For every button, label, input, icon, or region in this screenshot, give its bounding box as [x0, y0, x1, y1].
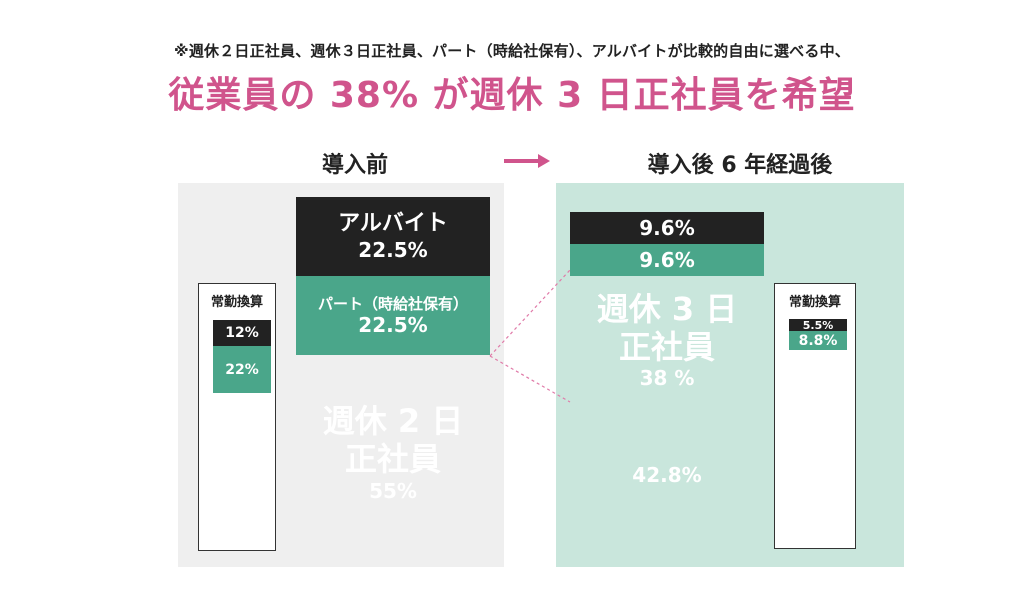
arrow-right-icon: [504, 154, 550, 168]
bar-segment-three_day: 35%: [789, 350, 847, 426]
segment-label: アルバイト: [338, 211, 448, 237]
segment-value: 9.6%: [639, 216, 695, 241]
segment-label-line: 週休 3 日: [596, 289, 738, 328]
segment-value: 12%: [225, 324, 259, 341]
bar-segment-part: 9.6%: [570, 244, 764, 277]
segment-value: 35%: [801, 380, 835, 397]
after-heading: 導入後 6 年経過後: [647, 153, 833, 178]
bar-segment-baito: 5.5%: [789, 319, 847, 332]
bar-segment-part: パート（時給社保有） 22.5%: [296, 276, 490, 356]
segment-value: 22%: [225, 361, 259, 378]
segment-value: 50%: [801, 473, 835, 490]
chart-title: 従業員の 38% が週休 3 日正社員を希望: [168, 75, 856, 116]
before-fte-label: 常勤換算: [210, 295, 263, 310]
segment-value: 55%: [369, 478, 417, 503]
segment-label-line: 正社員: [344, 440, 441, 479]
segment-value: 22.5%: [358, 237, 428, 262]
bar-segment-two_day: 週休 2 日正社員 55%: [296, 355, 490, 549]
bar-segment-part: 22%: [213, 345, 271, 394]
segment-value: 42.8%: [632, 463, 702, 488]
bar-segment-two_day: 66%: [213, 393, 271, 536]
bar-segment-three_day: 週休 3 日正社員 38 %: [570, 276, 764, 403]
bar-segment-part: 8.8%: [789, 331, 847, 351]
after-fte-label: 常勤換算: [788, 295, 841, 310]
segment-value: 22.5%: [358, 312, 428, 337]
bar-segment-two_day: 50%: [789, 427, 847, 536]
segment-label-line: 週休 2 日: [322, 401, 464, 440]
bar-segment-two_day: 42.8%: [570, 404, 764, 547]
bar-segment-baito: アルバイト 22.5%: [296, 197, 490, 277]
chart-subtitle: ※週休２日正社員、週休３日正社員、パート（時給社保有）、アルバイトが比較的自由に…: [174, 42, 850, 60]
bar-segment-baito: 9.6%: [570, 212, 764, 245]
segment-value: 38 %: [639, 366, 695, 391]
segment-value: 9.6%: [639, 248, 695, 273]
after-fte-bar: 5.5% 8.8% 35% 50%: [789, 319, 847, 536]
after-main-bar: 9.6% 9.6% 週休 3 日正社員 38 % 42.8%: [570, 212, 764, 547]
before-fte-bar: 12% 22% 66%: [213, 320, 271, 536]
segment-value: 5.5%: [802, 319, 834, 332]
segment-value: 8.8%: [798, 332, 838, 349]
bar-segment-baito: 12%: [213, 320, 271, 346]
segment-label: パート（時給社保有）: [317, 294, 468, 313]
before-main-bar: アルバイト 22.5% パート（時給社保有） 22.5% 週休 2 日正社員 55%: [296, 197, 490, 549]
segment-value: 66%: [225, 456, 259, 473]
before-heading: 導入前: [321, 153, 388, 178]
segment-label-line: 正社員: [618, 327, 715, 366]
